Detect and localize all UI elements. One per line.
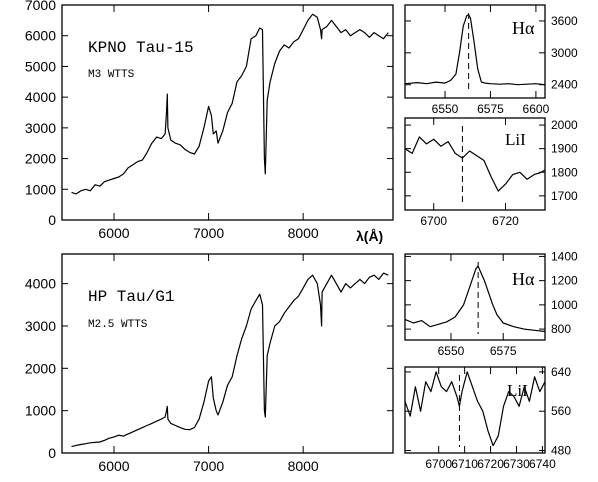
y-tick-label: 6000 (25, 28, 56, 44)
spectrum-line (404, 371, 546, 447)
y-tick-label: 7000 (25, 0, 56, 13)
y-tick-label: 2000 (25, 151, 56, 167)
y-tick-label: 2400 (551, 78, 578, 92)
panel-hp-halpha: 6550 6575 800 1000 1200 1400 Hα (404, 249, 578, 358)
x-tick-label: 6720 (477, 457, 504, 471)
y-tick-label: 640 (551, 365, 571, 379)
x-tick-label: 7000 (193, 458, 224, 474)
x-tick-label: 6550 (432, 102, 459, 116)
spectral-type: M3 WTTS (88, 69, 135, 81)
y-tick-label: 4000 (25, 276, 56, 292)
plot-frame (61, 4, 394, 221)
y-tick-label: 4000 (25, 89, 56, 105)
y-tick-label: 1000 (25, 403, 56, 419)
panel-kpno-spectrum: 6000 7000 8000 0 1000 2000 3000 4000 5000 6000 700… (25, 0, 394, 244)
spectrum-line (404, 136, 546, 192)
x-tick-label: 6575 (477, 102, 504, 116)
x-tick-label: 8000 (288, 458, 319, 474)
line-label: Hα (512, 18, 535, 38)
spectrum-line (71, 13, 389, 195)
line-label: Hα (512, 269, 535, 289)
y-tick-label: 3000 (25, 318, 56, 334)
x-tick-label: 6700 (425, 457, 452, 471)
x-tick-label: 6600 (523, 102, 550, 116)
x-tick-label: 6720 (492, 214, 519, 228)
plot-frame (404, 4, 546, 99)
y-tick-label: 0 (48, 212, 56, 228)
spectrum-line (404, 14, 546, 86)
y-tick-label: 480 (551, 444, 571, 458)
x-tick-label: 6550 (438, 344, 465, 358)
plot-frame (404, 117, 546, 211)
x-tick-label: 6000 (98, 225, 129, 241)
panel-kpno-li: 6700 6720 1700 1800 1900 2000 LiI (404, 117, 578, 228)
star-name: HP Tau/G1 (88, 288, 174, 306)
y-tick-label: 1200 (551, 274, 578, 288)
plot-frame (404, 253, 546, 341)
y-tick-label: 2000 (551, 118, 578, 132)
spectrum-line (71, 272, 389, 448)
x-tick-label: 6740 (529, 457, 556, 471)
y-tick-label: 3000 (25, 120, 56, 136)
y-tick-label: 2000 (25, 360, 56, 376)
y-tick-label: 1000 (551, 298, 578, 312)
y-tick-label: 5000 (25, 58, 56, 74)
x-tick-label: 6575 (490, 344, 517, 358)
line-label: LiI (507, 381, 528, 400)
y-tick-label: 560 (551, 404, 571, 418)
x-tick-label: 6000 (98, 458, 129, 474)
x-axis-label: λ(Å) (356, 228, 383, 244)
y-tick-label: 1800 (551, 165, 578, 179)
y-tick-label: 3600 (551, 14, 578, 28)
y-tick-label: 1700 (551, 189, 578, 203)
y-tick-label: 3000 (551, 46, 578, 60)
x-tick-label: 7000 (193, 225, 224, 241)
x-tick-label: 6710 (451, 457, 478, 471)
x-tick-label: 8000 (288, 225, 319, 241)
y-tick-label: 1900 (551, 142, 578, 156)
y-tick-label: 1000 (25, 181, 56, 197)
plot-frame (61, 253, 394, 454)
spectrum-line (404, 265, 546, 333)
x-tick-label: 6730 (503, 457, 530, 471)
line-label: LiI (505, 130, 526, 149)
y-tick-label: 800 (551, 322, 571, 336)
y-tick-label: 1400 (551, 249, 578, 263)
spectral-type: M2.5 WTTS (88, 319, 148, 331)
x-tick-label: 6700 (420, 214, 447, 228)
panel-hp-spectrum: 6000 7000 8000 0 1000 2000 3000 4000 HP Tau/G1 M2… (25, 253, 394, 474)
y-tick-label: 0 (48, 445, 56, 461)
star-name: KPNO Tau-15 (88, 39, 194, 57)
plot-frame (404, 366, 546, 454)
